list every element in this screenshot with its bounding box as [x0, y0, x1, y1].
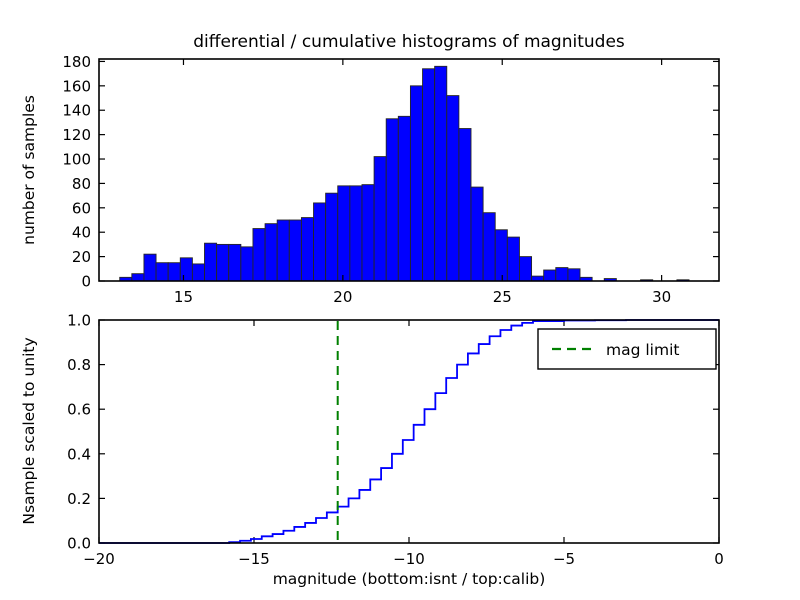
histogram-bar	[228, 243, 242, 282]
histogram-bar	[470, 186, 484, 282]
bottom-panel-axes: 0.0 0.2 0.4 0.6 0.8 1.0 −20 −15 −10 −5 0 Nsample …	[20, 312, 724, 589]
x-tick-label: 30	[652, 288, 671, 306]
histogram-bar	[506, 236, 520, 282]
histogram-bar	[264, 223, 278, 282]
histogram-bar	[567, 268, 581, 282]
histogram-bar	[519, 256, 533, 282]
histogram-bar	[543, 269, 557, 282]
y-tick-label: 80	[72, 175, 91, 193]
histogram-bar	[373, 156, 387, 282]
histogram-bar	[143, 253, 157, 282]
histogram-bar	[446, 95, 460, 282]
x-tick-label: −10	[393, 550, 425, 568]
histogram-bar	[240, 246, 254, 282]
y-tick-label: 60	[72, 199, 91, 217]
histogram-bar	[337, 185, 351, 282]
y-tick-label: 100	[62, 151, 91, 169]
histogram-bar	[204, 242, 218, 282]
y-tick-label: 40	[72, 224, 91, 242]
y-tick-label: 140	[62, 102, 91, 120]
histogram-bar	[482, 212, 496, 282]
bottom-panel-frame	[98, 319, 720, 544]
histogram-bar	[216, 243, 230, 282]
x-tick-label: −5	[553, 550, 575, 568]
histogram-bar	[422, 68, 436, 282]
histogram-bar	[409, 85, 423, 282]
y-tick-label: 160	[62, 77, 91, 95]
histogram-bar	[494, 229, 508, 282]
histogram-bar	[397, 115, 411, 282]
top-y-axis-label: number of samples	[20, 95, 38, 245]
x-tick-label: 15	[174, 288, 193, 306]
legend-label-mag-limit: mag limit	[606, 341, 679, 359]
histogram-bar	[349, 185, 363, 282]
histogram-bar	[361, 184, 375, 282]
histogram-bar	[385, 118, 399, 282]
histogram-bar	[325, 192, 339, 282]
histogram-bar	[276, 219, 290, 282]
legend[interactable]: mag limit	[537, 328, 717, 370]
bottom-x-axis-label: magnitude (bottom:isnt / top:calib)	[273, 570, 546, 588]
top-panel-axes: differential / cumulative histograms of …	[20, 32, 720, 306]
histogram-bar	[434, 65, 448, 282]
x-tick-label: −15	[238, 550, 270, 568]
histogram-bar	[313, 202, 327, 282]
histogram-bar	[555, 267, 569, 282]
histogram-bar	[288, 219, 302, 282]
y-tick-label: 0.2	[67, 490, 91, 508]
cumulative-curve	[99, 319, 719, 544]
y-tick-label: 0.6	[67, 401, 91, 419]
bottom-x-tick-group: −20 −15 −10 −5 0	[83, 320, 724, 568]
y-tick-label: 1.0	[67, 312, 91, 330]
top-panel-frame	[98, 58, 720, 282]
histogram-bar	[179, 257, 193, 282]
top-x-tick-group: 15 20 25 30	[174, 59, 671, 306]
y-tick-label: 0.4	[67, 445, 91, 463]
histogram-bar	[155, 262, 169, 282]
histogram-bar	[300, 217, 314, 282]
histogram-bar	[458, 128, 472, 282]
y-tick-label: 0.8	[67, 356, 91, 374]
x-tick-label: 20	[333, 288, 352, 306]
histogram-bar	[191, 263, 205, 282]
y-tick-label: 120	[62, 126, 91, 144]
histogram-bar	[252, 228, 266, 282]
y-tick-label: 180	[62, 53, 91, 71]
top-y-tick-group: 0 20 40 60 80 100 120 140 160 180	[62, 53, 719, 291]
x-tick-label: 0	[714, 550, 724, 568]
histogram-bar	[167, 262, 181, 282]
histogram-bar	[131, 273, 145, 282]
bottom-y-axis-label: Nsample scaled to unity	[20, 337, 38, 524]
bottom-y-tick-group: 0.0 0.2 0.4 0.6 0.8 1.0	[67, 312, 719, 553]
y-tick-label: 0	[81, 273, 91, 291]
x-tick-label: −20	[83, 550, 115, 568]
y-tick-label: 20	[72, 248, 91, 266]
x-tick-label: 25	[493, 288, 512, 306]
page-title: differential / cumulative histograms of …	[193, 32, 625, 52]
y-tick-label: 0.0	[67, 535, 91, 553]
